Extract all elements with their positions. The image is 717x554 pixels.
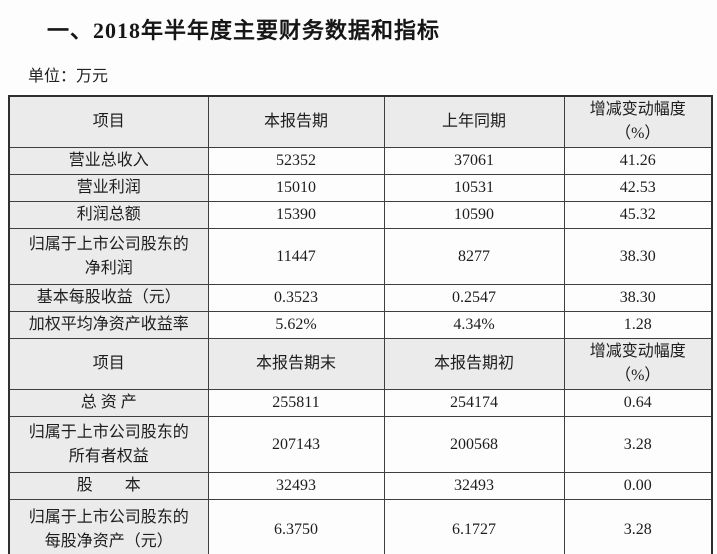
value-cell-current: 15010 [207, 174, 385, 202]
header-cell-change-percent: 增减变动幅度 （%） [563, 338, 713, 390]
value-cell-change: 3.28 [563, 416, 713, 473]
value-cell-prior: 6.1727 [383, 499, 565, 554]
row-label-cell: 营业利润 [8, 174, 209, 202]
header-cell-change-percent: 增减变动幅度 （%） [563, 95, 713, 148]
table-row-share-capital: 股 本 32493 32493 0.00 [8, 472, 713, 500]
table-row-total-profit: 利润总额 15390 10590 45.32 [8, 201, 713, 229]
row-label-cell: 总 资 产 [8, 389, 209, 417]
table-row-net-assets-per-share: 归属于上市公司股东的 每股净资产（元） 6.3750 6.1727 3.28 [8, 499, 713, 554]
row-label-cell: 营业总收入 [8, 147, 209, 175]
header-cell-current-period: 本报告期 [207, 95, 385, 148]
table-row-total-revenue: 营业总收入 52352 37061 41.26 [8, 147, 713, 175]
header-cell-item: 项目 [8, 95, 209, 148]
table-row-basic-eps: 基本每股收益（元） 0.3523 0.2547 38.30 [8, 284, 713, 312]
value-cell-change: 41.26 [563, 147, 713, 175]
value-cell-change: 3.28 [563, 499, 713, 554]
value-cell-change: 0.64 [563, 389, 713, 417]
header-cell-period-start: 本报告期初 [383, 338, 565, 390]
value-cell-change: 38.30 [563, 284, 713, 312]
value-cell-prior: 10531 [383, 174, 565, 202]
row-label-cell: 利润总额 [8, 201, 209, 229]
value-cell-current: 32493 [207, 472, 385, 500]
header-cell-period-end: 本报告期末 [207, 338, 385, 390]
financial-indicators-table: 项目 本报告期 上年同期 增减变动幅度 （%） 营业总收入 52352 3706… [8, 95, 713, 554]
value-cell-prior: 32493 [383, 472, 565, 500]
value-cell-current: 15390 [207, 201, 385, 229]
value-cell-change: 0.00 [563, 472, 713, 500]
value-cell-change: 42.53 [563, 174, 713, 202]
value-cell-current: 52352 [207, 147, 385, 175]
header-cell-prior-period: 上年同期 [383, 95, 565, 148]
row-label-cell: 基本每股收益（元） [8, 284, 209, 312]
table-header-row-period: 项目 本报告期 上年同期 增减变动幅度 （%） [8, 95, 713, 148]
table-row-owners-equity-attributable: 归属于上市公司股东的 所有者权益 207143 200568 3.28 [8, 416, 713, 473]
unit-label: 单位：万元 [28, 68, 109, 85]
value-cell-change: 1.28 [563, 311, 713, 339]
value-cell-current: 11447 [207, 228, 385, 285]
page-title: 一、2018年半年度主要财务数据和指标 [47, 18, 441, 43]
row-label-cell: 归属于上市公司股东的 所有者权益 [8, 416, 209, 473]
value-cell-current: 5.62% [207, 311, 385, 339]
table-header-row-period-end: 项目 本报告期末 本报告期初 增减变动幅度 （%） [8, 338, 713, 390]
row-label-cell: 加权平均净资产收益率 [8, 311, 209, 339]
value-cell-current: 6.3750 [207, 499, 385, 554]
value-cell-prior: 10590 [383, 201, 565, 229]
header-cell-item: 项目 [8, 338, 209, 390]
row-label-cell: 归属于上市公司股东的 每股净资产（元） [8, 499, 209, 554]
table-row-net-profit-attributable: 归属于上市公司股东的 净利润 11447 8277 38.30 [8, 228, 713, 285]
value-cell-change: 38.30 [563, 228, 713, 285]
value-cell-current: 207143 [207, 416, 385, 473]
value-cell-prior: 37061 [383, 147, 565, 175]
value-cell-current: 255811 [207, 389, 385, 417]
value-cell-prior: 4.34% [383, 311, 565, 339]
value-cell-prior: 254174 [383, 389, 565, 417]
value-cell-prior: 8277 [383, 228, 565, 285]
table-row-weighted-avg-roe: 加权平均净资产收益率 5.62% 4.34% 1.28 [8, 311, 713, 339]
row-label-cell: 股 本 [8, 472, 209, 500]
table-row-total-assets: 总 资 产 255811 254174 0.64 [8, 389, 713, 417]
row-label-cell: 归属于上市公司股东的 净利润 [8, 228, 209, 285]
value-cell-change: 45.32 [563, 201, 713, 229]
table-row-operating-profit: 营业利润 15010 10531 42.53 [8, 174, 713, 202]
value-cell-prior: 200568 [383, 416, 565, 473]
value-cell-prior: 0.2547 [383, 284, 565, 312]
value-cell-current: 0.3523 [207, 284, 385, 312]
